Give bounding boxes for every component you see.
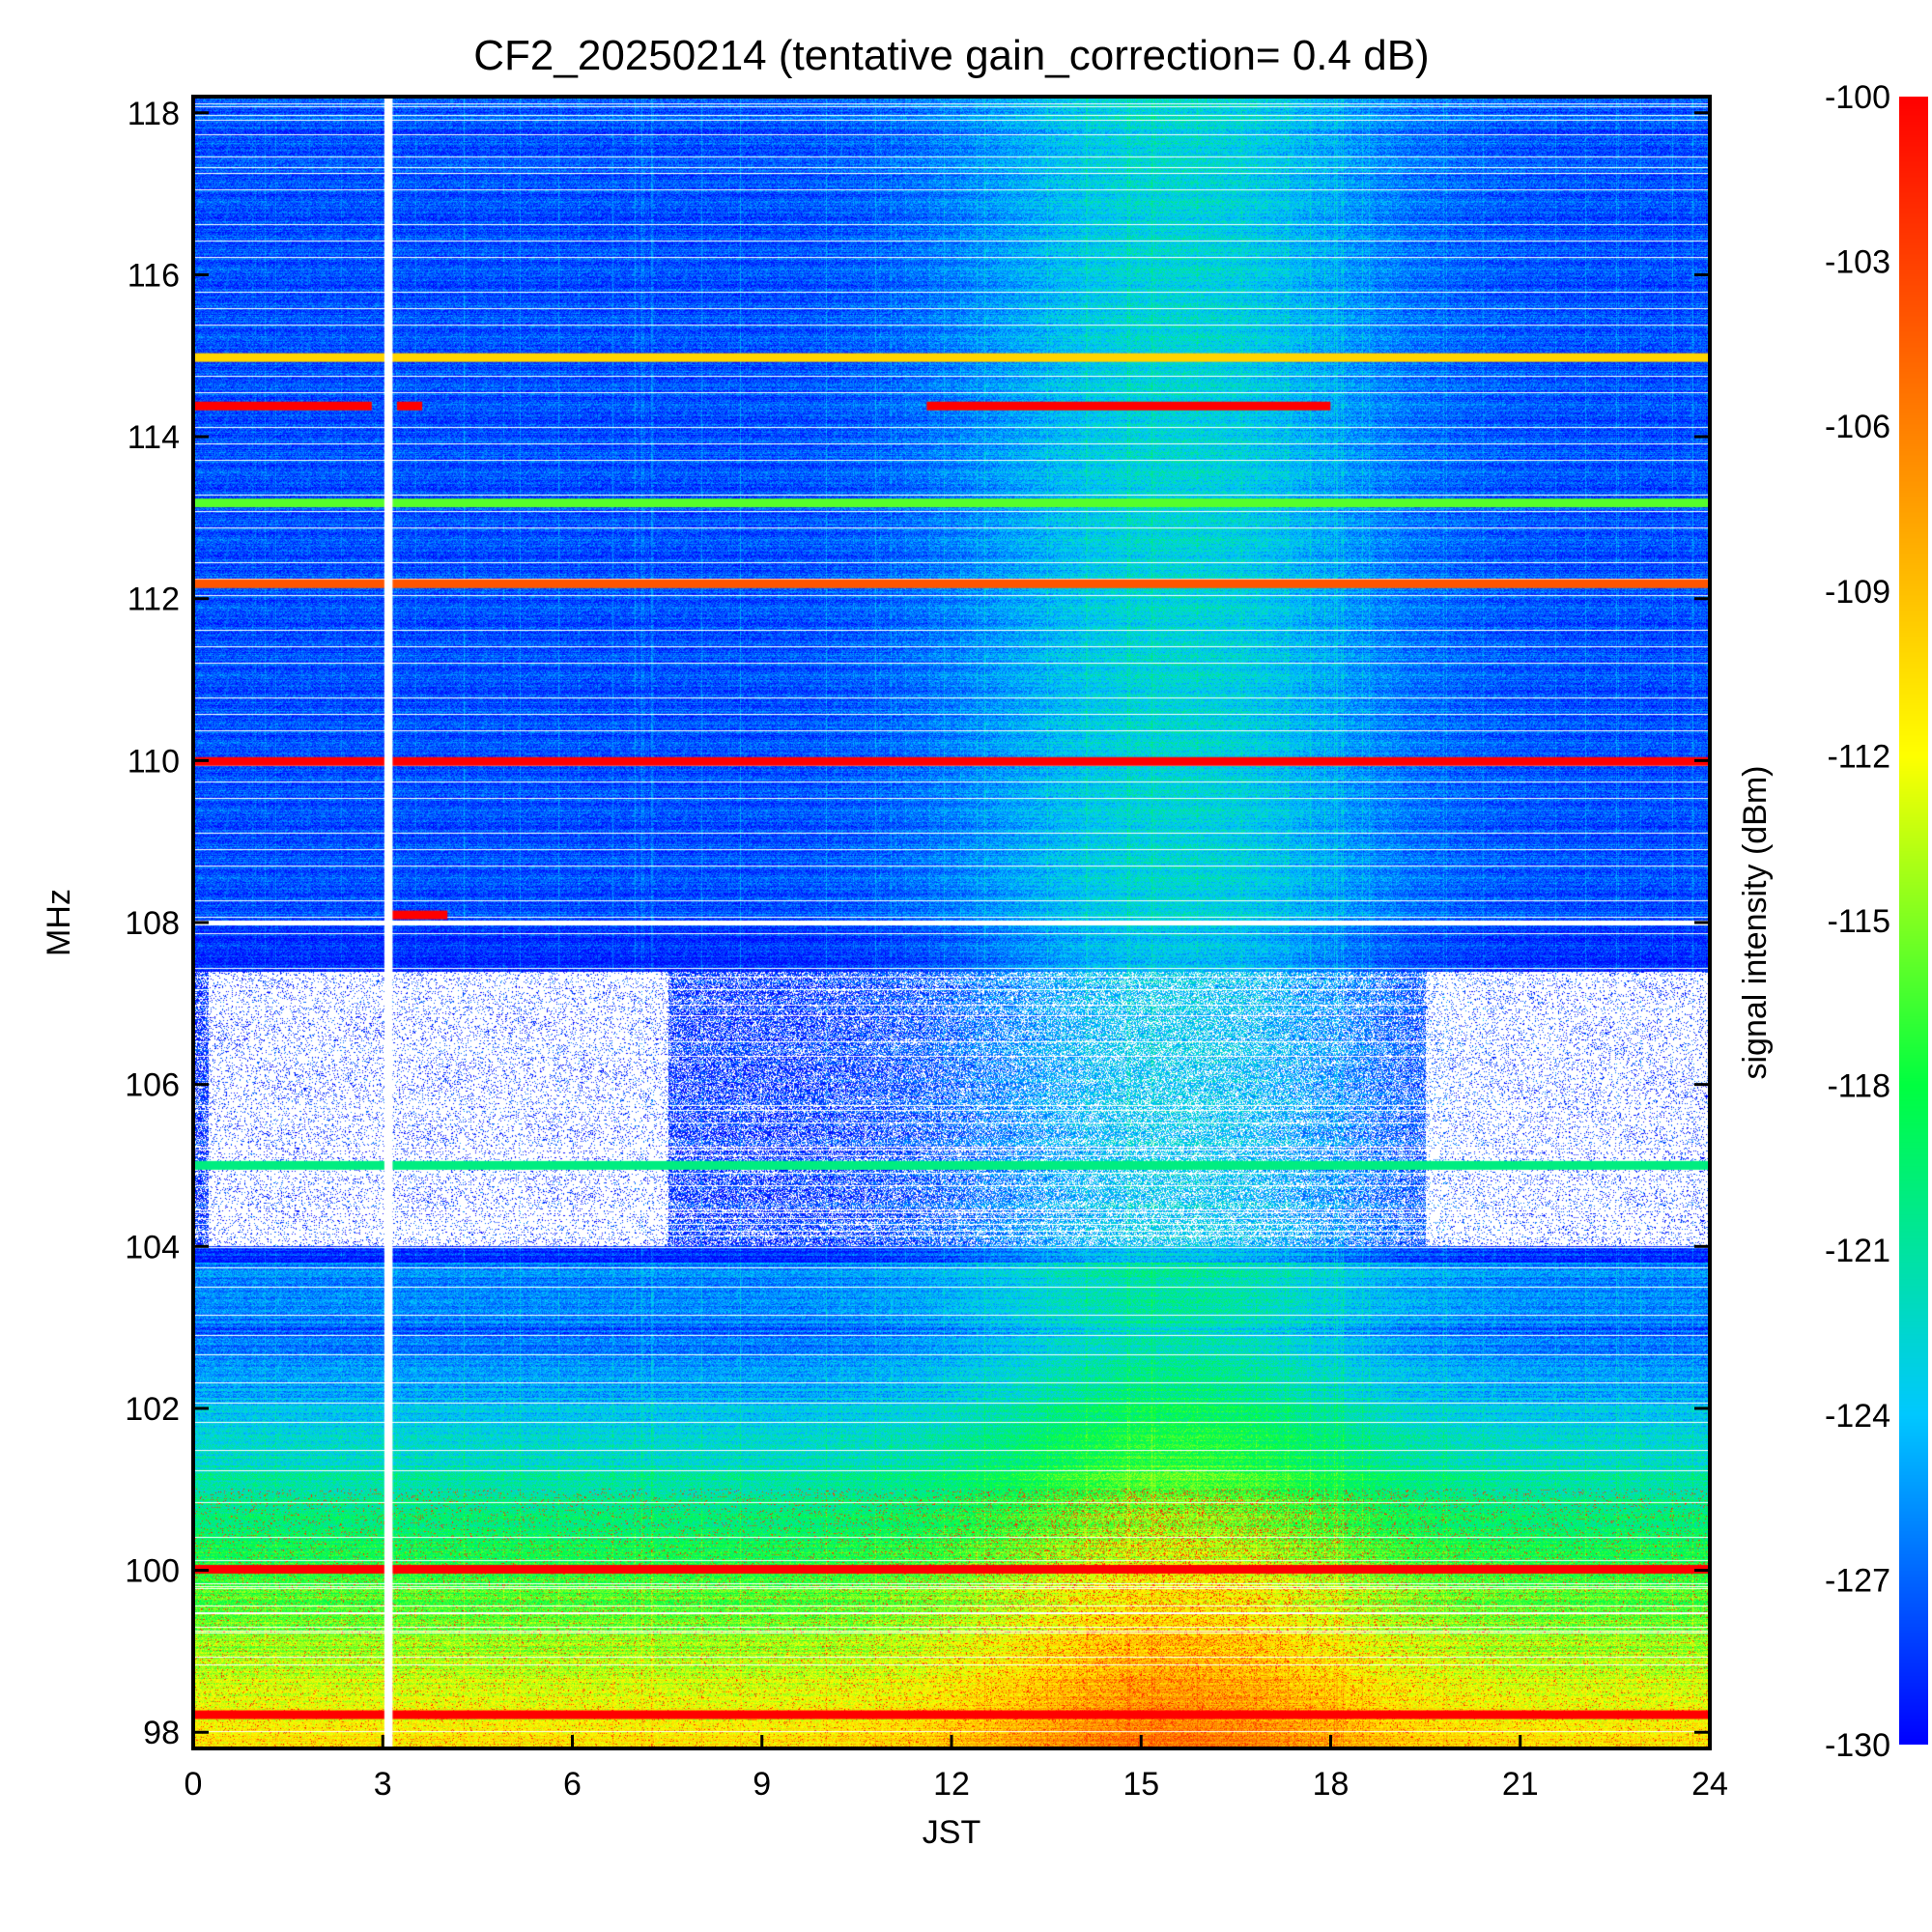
x-tick-label: 6 [563, 1766, 582, 1803]
colorbar-tick-label: -118 [1827, 1068, 1890, 1105]
colorbar-tick-label: -124 [1825, 1398, 1890, 1435]
colorbar-tick-label: -130 [1825, 1727, 1890, 1764]
colorbar-tick-label: -106 [1825, 409, 1890, 445]
y-axis: 98 100 102 104 106 108 110 112 114 116 118 [125, 96, 1710, 1751]
y-tick-label: 110 [128, 743, 180, 780]
y-tick-label: 116 [128, 257, 180, 294]
chart-title: CF2_20250214 (tentative gain_correction=… [473, 32, 1429, 79]
y-tick-label: 106 [125, 1067, 180, 1104]
x-tick-label: 0 [185, 1766, 203, 1803]
x-tick-label: 24 [1691, 1766, 1728, 1803]
y-tick-label: 114 [128, 419, 180, 456]
x-tick-label: 21 [1502, 1766, 1539, 1803]
colorbar-tick-label: -109 [1825, 574, 1890, 611]
x-tick-label: 12 [933, 1766, 970, 1803]
y-tick-label: 98 [143, 1715, 180, 1751]
colorbar-axis: -100 -103 -106 -109 -112 -115 -118 -121 -124 -127… [1825, 79, 1890, 1764]
colorbar-label: signal intensity (dBm) [1737, 765, 1774, 1079]
y-tick-label: 102 [125, 1391, 180, 1428]
y-tick-label: 104 [125, 1229, 180, 1265]
y-tick-label: 112 [128, 582, 180, 618]
y-tick-label: 100 [125, 1553, 180, 1590]
colorbar-tick-label: -112 [1827, 738, 1890, 775]
x-axis: 0 3 6 9 12 15 18 21 24 [185, 1735, 1728, 1803]
x-tick-label: 18 [1313, 1766, 1350, 1803]
colorbar-tick-label: -115 [1827, 903, 1890, 940]
y-axis-label: MHz [41, 889, 77, 956]
y-tick-label: 108 [125, 905, 180, 942]
colorbar-tick-label: -103 [1825, 244, 1890, 281]
x-axis-label: JST [923, 1814, 980, 1851]
plot-frame [191, 95, 1712, 1750]
y-tick-label: 118 [128, 96, 180, 132]
colorbar-tick-label: -127 [1825, 1562, 1890, 1599]
colorbar-tick-label: -100 [1825, 79, 1890, 116]
x-tick-label: 3 [374, 1766, 392, 1803]
colorbar [1899, 97, 1928, 1745]
x-tick-label: 15 [1122, 1766, 1159, 1803]
spectrogram-plot-area [195, 99, 1709, 1747]
x-tick-label: 9 [753, 1766, 771, 1803]
colorbar-tick-label: -121 [1825, 1233, 1890, 1269]
